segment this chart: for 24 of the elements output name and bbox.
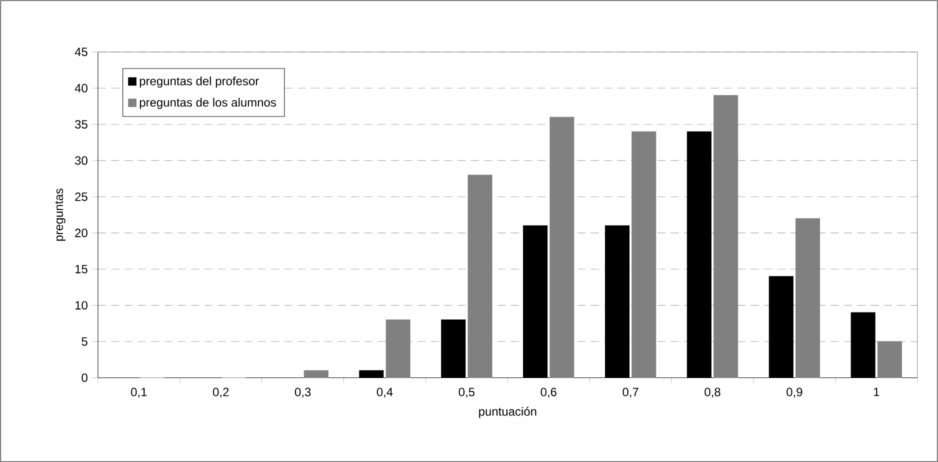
x-tick-label: 0,6 xyxy=(540,388,556,398)
x-tick-label: 0,5 xyxy=(458,388,475,398)
x-tick-label: 0,7 xyxy=(622,388,638,398)
legend-label: preguntas del profesor xyxy=(140,76,259,88)
y-tick-label: 15 xyxy=(75,264,88,274)
x-tick-label: 0,4 xyxy=(376,388,393,398)
x-tick-label: 1 xyxy=(874,388,880,396)
x-axis-title: puntuación xyxy=(479,406,536,418)
y-tick-label: 45 xyxy=(74,48,88,56)
y-tick-label: 20 xyxy=(75,228,88,238)
x-tick-label: 0,3 xyxy=(294,388,311,398)
y-tick-label: 40 xyxy=(74,84,88,92)
legend-label: preguntas de los alumnos xyxy=(140,98,276,109)
x-tick-label: 0,2 xyxy=(212,388,229,398)
y-tick-label: 30 xyxy=(75,156,88,165)
y-tick-label: 35 xyxy=(75,120,88,128)
y-tick-label: 25 xyxy=(75,192,88,201)
y-tick-label: 0 xyxy=(82,373,88,382)
x-tick-label: 0,8 xyxy=(704,388,720,398)
y-tick-label: 5 xyxy=(82,337,88,346)
y-axis-title: preguntas xyxy=(55,188,66,241)
y-tick-label: 10 xyxy=(75,300,88,310)
x-tick-label: 0,1 xyxy=(131,388,147,398)
x-tick-label: 0,9 xyxy=(786,388,802,398)
